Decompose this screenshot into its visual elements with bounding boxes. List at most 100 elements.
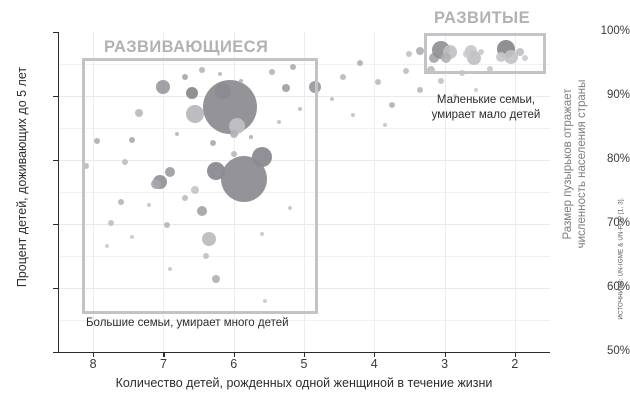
annotation-small-families: Маленькие семьи, умирает мало детей (431, 94, 541, 121)
y-axis-tick-label: 100% (600, 25, 630, 37)
bubble-point (495, 51, 506, 62)
x-axis-tick-label: 6 (230, 357, 238, 371)
x-axis-tick (514, 352, 517, 357)
bubble-point (107, 220, 114, 227)
bubble-point (429, 52, 440, 63)
y-axis-title: Процент детей, доживающих до 5 лет (15, 66, 29, 288)
bubble-point (163, 222, 170, 229)
bubble-point (382, 122, 387, 127)
region-title-developing: РАЗВИВАЮЩИЕСЯ (104, 38, 269, 56)
y-axis-tick (53, 352, 58, 354)
bubble-point (453, 94, 458, 98)
bubble-point (121, 158, 128, 165)
bubble-point (440, 53, 451, 64)
bubble-point (474, 87, 479, 92)
bubble-point (351, 113, 356, 118)
y-axis-line (58, 32, 60, 353)
bubble-point (165, 167, 176, 178)
bubble-point (290, 63, 297, 70)
source-note: ИСТОЧНИКИ: UN-IGME & UN-POP [1, 3]. (617, 197, 625, 320)
x-axis-tick (304, 352, 306, 357)
y-axis-tick-label: 80% (606, 153, 630, 165)
bubble-point (185, 86, 198, 99)
x-axis-tick-label: 5 (300, 357, 308, 371)
bubble-point (118, 199, 125, 206)
bubble-point (147, 202, 152, 207)
x-axis-tick (163, 352, 165, 357)
bubble-point (339, 73, 346, 80)
region-title-developed: РАЗВИТЫЕ (434, 9, 531, 27)
y-axis-tick (53, 96, 58, 98)
region-box-developing (82, 58, 318, 314)
bubble-point (287, 206, 292, 210)
bubble-point (217, 71, 222, 76)
bubble-point (478, 49, 485, 56)
bubble-point (181, 195, 188, 202)
bubble-point (269, 68, 276, 75)
bubble-point (212, 275, 221, 284)
bubble-point (277, 119, 282, 124)
bubble-point (207, 161, 226, 180)
x-axis-tick-label: 8 (89, 357, 97, 371)
y-axis-tick (53, 160, 58, 162)
gridline-vertical (304, 32, 305, 352)
y-axis-tick (53, 288, 58, 290)
x-axis-title: Количество детей, рожденных одной женщин… (115, 376, 493, 390)
bubble-point (330, 97, 335, 102)
bubble-point (197, 206, 208, 217)
bubble-point (202, 232, 217, 247)
bubble-point (230, 150, 237, 157)
bubble-point (199, 66, 206, 73)
bubble-point (229, 130, 238, 139)
annotation-large-families: Большие семьи, умирает много детей (86, 317, 289, 329)
bubble-point (263, 298, 268, 303)
gridline-vertical (374, 32, 376, 352)
bubble-point (402, 68, 409, 75)
bubble-point (93, 138, 100, 145)
bubble-point (522, 54, 529, 61)
bubble-point (191, 186, 200, 195)
bubble-point (156, 80, 171, 95)
bubble-point (83, 163, 90, 170)
bubble-point (426, 66, 435, 75)
bubble-point (251, 147, 272, 168)
bubble-point (209, 139, 216, 146)
gridline-vertical (514, 32, 516, 352)
bubble-point (129, 234, 134, 239)
bubble-point (128, 136, 135, 143)
bubble-point (298, 106, 303, 111)
bubble-point (202, 253, 209, 259)
bubble-point (151, 179, 162, 190)
bubble-point (238, 79, 243, 84)
bubble-point (416, 86, 423, 93)
bubble-point (388, 101, 395, 108)
y-axis-tick-label: 90% (606, 89, 630, 101)
bubble-point (406, 50, 413, 57)
bubble-point (105, 244, 110, 249)
x-axis-tick (93, 352, 95, 357)
x-axis-tick (233, 352, 235, 357)
bubble-point (282, 84, 291, 93)
region-box-developed (424, 33, 546, 74)
bubble-point (463, 50, 472, 59)
gridline-vertical (93, 32, 95, 352)
gridline-vertical (163, 32, 165, 352)
bubble-point (215, 82, 232, 99)
y-axis-tick-label: 50% (606, 345, 630, 357)
bubble-point (168, 266, 173, 271)
bubble-point (374, 78, 381, 85)
bubble-point (186, 104, 205, 123)
x-axis-tick-label: 3 (441, 357, 449, 371)
x-axis-tick (374, 352, 376, 357)
bubble-point (504, 49, 519, 64)
bubble-point (516, 48, 525, 57)
y-axis-tick-label: 60% (606, 281, 630, 293)
gridline-vertical (444, 32, 446, 352)
bubble-point (249, 134, 254, 139)
x-axis-tick (444, 352, 446, 357)
x-axis-tick-label: 7 (159, 357, 167, 371)
bubble-point (134, 108, 143, 117)
bubble-point (229, 118, 246, 135)
